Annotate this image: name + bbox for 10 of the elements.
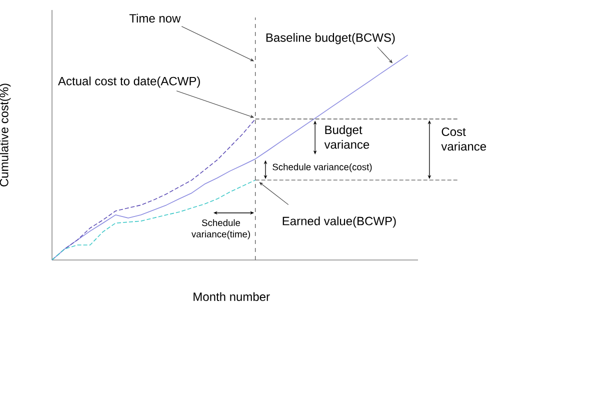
x-axis-title: Month number — [194, 292, 270, 302]
series-label: Baseline budget(BCWS) — [266, 33, 395, 44]
annotation: Schedule variance(time) — [192, 219, 250, 240]
text: Cost variance — [441, 128, 486, 151]
text: Time now — [129, 14, 181, 23]
annotation: Budget variance — [324, 125, 370, 149]
y-axis-title: Cumulative cost(%) — [0, 84, 11, 186]
annotation: Schedule variance(cost) — [272, 163, 372, 172]
text: Actual cost to date(ACWP) — [58, 76, 200, 88]
text: Earned value(BCWP) — [282, 216, 396, 228]
